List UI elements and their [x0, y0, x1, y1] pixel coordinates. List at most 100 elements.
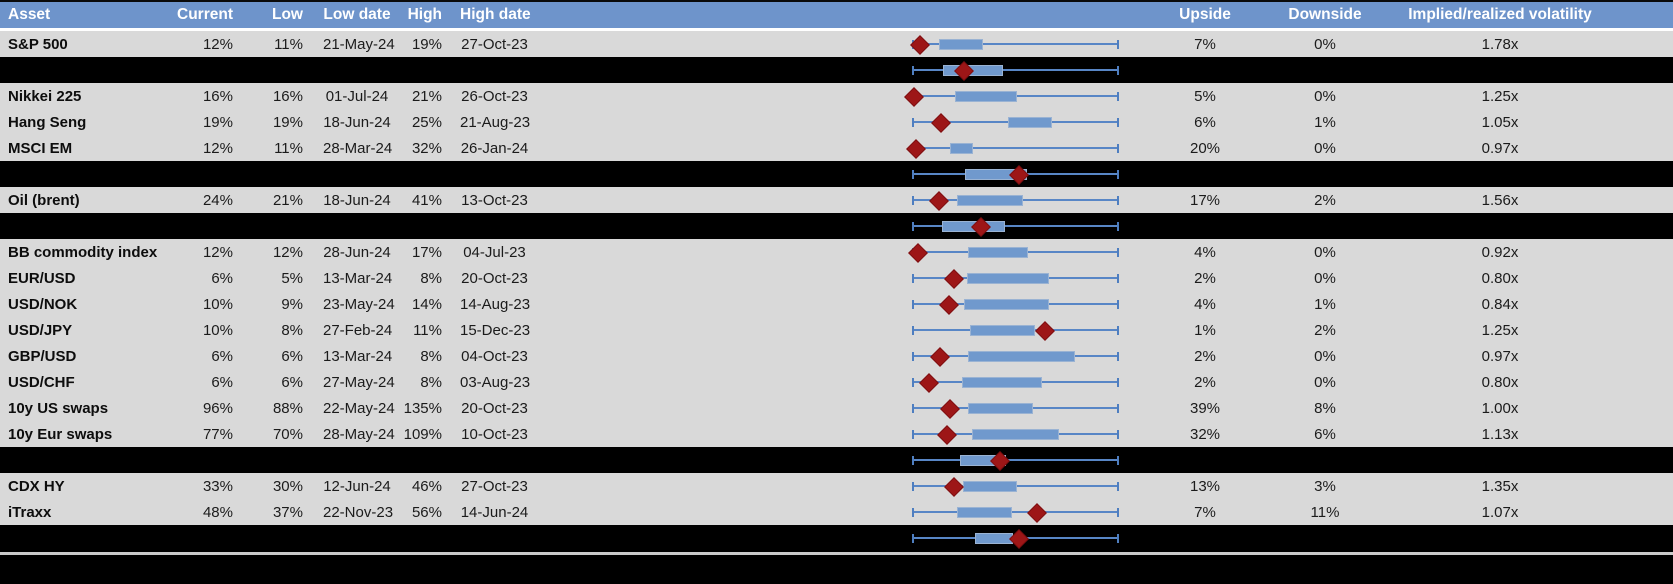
cell-low: 21% — [272, 191, 303, 209]
top-border-strip — [0, 0, 1673, 2]
current-diamond-marker — [1026, 502, 1047, 523]
header-separator-line — [0, 28, 1673, 31]
range-box — [962, 376, 1042, 388]
cell-downside: 0% — [1314, 87, 1336, 105]
table-row: 10y US swaps 96% 88% 22-May-24 135% 20-Oct-23… — [0, 395, 1673, 421]
cell-downside: 2% — [1314, 321, 1336, 339]
whisker-cap-right — [1117, 221, 1119, 231]
cell-asset: GBP/USD — [8, 347, 77, 365]
cell-downside: 1% — [1314, 113, 1336, 131]
range-box — [967, 246, 1028, 258]
cell-implied-realized-volatility: 0.97x — [1481, 139, 1519, 157]
bottom-black-band — [0, 557, 1673, 584]
table-row: iTraxx 48% 37% 22-Nov-23 56% 14-Jun-24 7% 11% 1.… — [0, 499, 1673, 525]
range-box — [957, 506, 1012, 518]
cell-low: 8% — [281, 321, 303, 339]
cell-downside: 0% — [1314, 243, 1336, 261]
cell-downside: 6% — [1314, 425, 1336, 443]
cell-current: 19% — [202, 113, 233, 131]
header-row: Asset Current Low Low date High High dat… — [0, 2, 1673, 28]
cell-implied-realized-volatility: 1.56x — [1481, 191, 1519, 209]
cell-asset: Nikkei 225 — [8, 87, 82, 105]
separator-band-row — [0, 161, 1673, 187]
whisker-cap-right — [1117, 533, 1119, 543]
cell-current: 16% — [202, 87, 233, 105]
whisker-cap-right — [1117, 299, 1119, 309]
cell-current: 12% — [202, 35, 233, 53]
table-row: MSCI EM 12% 11% 28-Mar-24 32% 26-Jan-24 20% 0% 0… — [0, 135, 1673, 161]
cell-downside: 11% — [1310, 503, 1340, 521]
thin-gray-divider — [0, 551, 1673, 557]
cell-upside: 2% — [1194, 373, 1216, 391]
cell-implied-realized-volatility: 0.80x — [1481, 269, 1519, 287]
whisker-cap-left — [912, 507, 914, 517]
cell-high-date: 27-Oct-23 — [461, 35, 528, 53]
whisker-cap-right — [1117, 65, 1119, 75]
cell-low: 70% — [272, 425, 303, 443]
cell-high-date: 15-Dec-23 — [460, 321, 531, 339]
cell-low: 11% — [274, 139, 303, 157]
cell-upside: 17% — [1189, 191, 1221, 209]
cell-low: 12% — [272, 243, 303, 261]
whisker-cap-right — [1117, 325, 1119, 335]
cell-low: 5% — [281, 269, 303, 287]
range-box — [967, 402, 1033, 414]
cell-upside: 13% — [1189, 477, 1221, 495]
current-diamond-marker — [929, 346, 950, 367]
cell-low: 16% — [272, 87, 303, 105]
cell-low-date: 27-May-24 — [323, 373, 395, 391]
cell-high-date: 26-Jan-24 — [460, 139, 529, 157]
range-box — [939, 38, 983, 50]
cell-high: 25% — [411, 113, 442, 131]
whisker-cap-left — [912, 429, 914, 439]
cell-low-date: 28-Jun-24 — [323, 243, 391, 261]
table-row: EUR/USD 6% 5% 13-Mar-24 8% 20-Oct-23 2% 0% 0.80x — [0, 265, 1673, 291]
whisker-cap-left — [912, 299, 914, 309]
cell-low: 6% — [281, 347, 303, 365]
cell-low-date: 22-May-24 — [323, 399, 395, 417]
current-diamond-marker — [907, 242, 928, 263]
range-box — [966, 272, 1049, 284]
cell-upside: 2% — [1194, 347, 1216, 365]
cell-implied-realized-volatility: 1.00x — [1481, 399, 1519, 417]
whisker-cap-left — [912, 169, 914, 179]
cell-implied-realized-volatility: 0.80x — [1481, 373, 1519, 391]
col-header-current: Current — [177, 6, 233, 23]
cell-high-date: 10-Oct-23 — [461, 425, 528, 443]
whisker-cap-left — [912, 65, 914, 75]
cell-downside: 0% — [1314, 373, 1336, 391]
table-row: S&P 500 12% 11% 21-May-24 19% 27-Oct-23 7% 0% 1.… — [0, 31, 1673, 57]
cell-asset: S&P 500 — [8, 35, 68, 53]
range-box — [949, 142, 974, 154]
col-header-asset: Asset — [8, 6, 51, 23]
cell-low-date: 13-Mar-24 — [323, 269, 393, 287]
whisker-cap-left — [912, 481, 914, 491]
cell-low-date: 18-Jun-24 — [323, 191, 391, 209]
cell-implied-realized-volatility: 1.78x — [1481, 35, 1519, 53]
cell-low-date: 13-Mar-24 — [323, 347, 393, 365]
cell-upside: 5% — [1194, 87, 1216, 105]
table-row: CDX HY 33% 30% 12-Jun-24 46% 27-Oct-23 13% 3% 1.… — [0, 473, 1673, 499]
cell-downside: 1% — [1314, 295, 1336, 313]
col-header-high: High — [407, 6, 442, 23]
table-row: USD/JPY 10% 8% 27-Feb-24 11% 15-Dec-23 1% 2% 1.2… — [0, 317, 1673, 343]
cell-downside: 3% — [1314, 477, 1336, 495]
col-header-low: Low — [272, 6, 303, 23]
whisker-cap-left — [912, 273, 914, 283]
cell-downside: 8% — [1314, 399, 1336, 417]
cell-upside: 4% — [1194, 243, 1216, 261]
cell-high-date: 21-Aug-23 — [460, 113, 531, 131]
whisker-cap-left — [912, 403, 914, 413]
whisker-cap-right — [1117, 117, 1119, 127]
whisker-cap-left — [912, 195, 914, 205]
cell-current: 77% — [202, 425, 233, 443]
cell-downside: 2% — [1314, 191, 1336, 209]
whisker-line — [913, 147, 1118, 149]
cell-implied-realized-volatility: 1.13x — [1481, 425, 1519, 443]
cell-current: 12% — [202, 139, 233, 157]
cell-upside: 20% — [1189, 139, 1221, 157]
cell-low: 88% — [272, 399, 303, 417]
cell-current: 48% — [202, 503, 233, 521]
cell-current: 6% — [211, 373, 233, 391]
